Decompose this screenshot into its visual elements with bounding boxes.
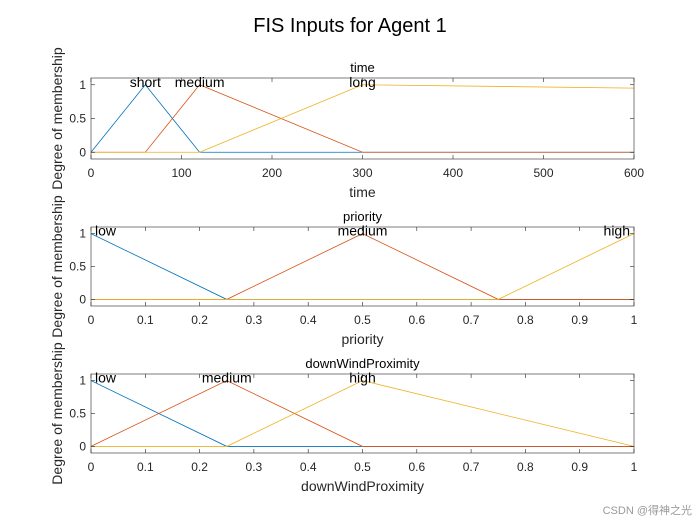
x-tick-label: 0.9 xyxy=(571,313,588,327)
x-tick-label: 600 xyxy=(624,166,644,180)
x-tick-label: 200 xyxy=(262,166,282,180)
mf-label-medium: medium xyxy=(202,370,252,386)
y-tick-label: 1 xyxy=(79,374,86,388)
x-tick-label: 0.8 xyxy=(517,313,534,327)
x-tick-label: 0.7 xyxy=(463,313,480,327)
x-tick-label: 0.4 xyxy=(300,460,317,474)
series-line-high xyxy=(91,233,635,300)
x-tick-label: 0.6 xyxy=(408,460,425,474)
y-tick-label: 0.5 xyxy=(69,112,86,126)
y-tick-label: 1 xyxy=(79,78,86,92)
series-line-high xyxy=(91,380,635,447)
x-tick-label: 400 xyxy=(443,166,463,180)
subplot-3: 0 0.1 0.2 0.3 0.4 0.5 0.6 0.7 0.8 0.9 1 0 0.5 1 downWi… xyxy=(49,342,638,494)
mf-label-high: high xyxy=(349,370,375,386)
x-tick-label: 1 xyxy=(631,313,638,327)
x-tick-label: 0.4 xyxy=(300,313,317,327)
subplot-title: time xyxy=(350,60,375,75)
mf-label-low: low xyxy=(95,223,117,239)
y-tick-label: 0.5 xyxy=(69,260,86,274)
watermark: CSDN @得神之光 xyxy=(603,503,692,517)
y-tick-label: 0 xyxy=(79,292,86,306)
x-tick-label: 0 xyxy=(88,166,95,180)
x-tick-label: 0 xyxy=(88,460,95,474)
mf-label-low: low xyxy=(95,370,117,386)
y-tick-label: 0.5 xyxy=(69,407,86,421)
x-tick-label: 0.5 xyxy=(354,460,371,474)
y-axis-label: Degree of membership xyxy=(49,47,65,190)
x-tick-label: 300 xyxy=(352,166,372,180)
x-tick-label: 0.5 xyxy=(354,313,371,327)
mf-label-long: long xyxy=(349,74,375,90)
x-tick-label: 0.2 xyxy=(191,460,208,474)
x-tick-label: 0 xyxy=(88,313,95,327)
x-tick-label: 0.7 xyxy=(463,460,480,474)
series-line-long xyxy=(91,84,635,153)
x-tick-label: 0.1 xyxy=(137,313,154,327)
x-axis-label: time xyxy=(349,184,376,200)
mf-label-high: high xyxy=(604,223,630,239)
x-tick-label: 0.3 xyxy=(246,460,263,474)
y-tick-label: 0 xyxy=(79,439,86,453)
figure-title: FIS Inputs for Agent 1 xyxy=(253,15,446,37)
x-tick-label: 0.8 xyxy=(517,460,534,474)
subplot-2: 0 0.1 0.2 0.3 0.4 0.5 0.6 0.7 0.8 0.9 1 0 0.5 1 priori… xyxy=(49,195,638,347)
x-axis-label: priority xyxy=(341,331,383,347)
subplot-title: priority xyxy=(343,209,383,224)
x-tick-label: 500 xyxy=(533,166,553,180)
x-tick-label: 100 xyxy=(171,166,191,180)
x-tick-label: 1 xyxy=(631,460,638,474)
y-tick-label: 0 xyxy=(79,145,86,159)
mf-label-medium: medium xyxy=(175,74,225,90)
mf-label-medium: medium xyxy=(338,223,388,239)
y-axis-label: Degree of membership xyxy=(49,342,65,485)
x-tick-label: 0.3 xyxy=(246,313,263,327)
x-tick-label: 0.1 xyxy=(137,460,154,474)
x-tick-label: 0.9 xyxy=(571,460,588,474)
subplot-title: downWindProximity xyxy=(305,356,420,371)
y-tick-label: 1 xyxy=(79,227,86,241)
x-axis-label: downWindProximity xyxy=(301,478,424,494)
subplot-1: 0 100 200 300 400 500 600 0 0.5 1 time time Degree o… xyxy=(49,47,644,200)
x-tick-label: 0.6 xyxy=(408,313,425,327)
y-axis-label: Degree of membership xyxy=(49,195,65,338)
mf-label-short: short xyxy=(130,74,161,90)
x-tick-label: 0.2 xyxy=(191,313,208,327)
